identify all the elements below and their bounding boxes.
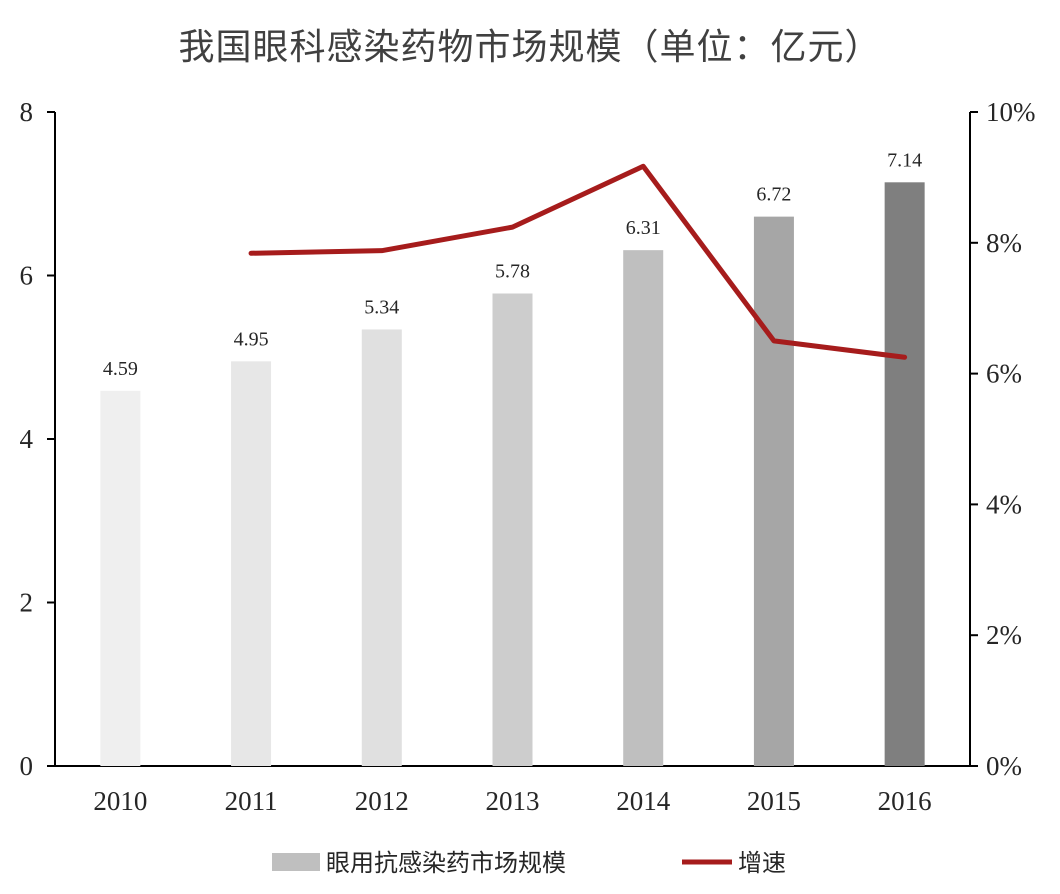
legend-bar-label: 眼用抗感染药市场规模 — [326, 849, 566, 877]
data-labels: 4.59 4.95 5.34 5.78 6.31 6.72 7.14 — [103, 149, 922, 379]
data-label: 4.59 — [103, 358, 138, 380]
growth-line — [248, 163, 908, 360]
chart-title: 我国眼科感染药物市场规模（单位：亿元） — [178, 27, 882, 68]
data-label: 6.72 — [756, 184, 791, 206]
legend-bar-swatch — [272, 853, 320, 871]
bar — [231, 361, 272, 766]
x-tick-label: 2012 — [355, 786, 409, 816]
bar-series — [100, 182, 925, 767]
bar — [100, 390, 141, 766]
left-tick-label: 6 — [20, 261, 34, 291]
x-tick-label: 2014 — [616, 786, 671, 816]
legend: 眼用抗感染药市场规模 增速 — [272, 849, 786, 877]
right-tick-label: 0% — [986, 751, 1022, 781]
bar — [623, 250, 664, 767]
right-tick-label: 10% — [986, 97, 1036, 127]
data-label: 6.31 — [626, 217, 661, 239]
x-tick-label: 2011 — [225, 786, 278, 816]
bar — [884, 182, 925, 766]
bar — [492, 293, 533, 766]
x-axis-ticks: 2010 2011 2012 2013 2014 2015 2016 — [93, 786, 931, 816]
left-tick-label: 0 — [20, 751, 34, 781]
right-tick-label: 2% — [986, 620, 1022, 650]
x-tick-label: 2016 — [878, 786, 932, 816]
bar — [361, 329, 402, 766]
x-tick-label: 2010 — [93, 786, 147, 816]
data-label: 5.34 — [364, 296, 399, 318]
left-tick-label: 4 — [20, 424, 34, 454]
x-tick-label: 2013 — [486, 786, 540, 816]
right-tick-label: 6% — [986, 359, 1022, 389]
line-series — [248, 163, 908, 360]
x-tick-label: 2015 — [747, 786, 801, 816]
data-label: 5.78 — [495, 260, 530, 282]
data-label: 4.95 — [234, 328, 269, 350]
right-tick-label: 8% — [986, 228, 1022, 258]
bar — [753, 216, 794, 766]
data-label: 7.14 — [887, 149, 922, 171]
legend-line-label: 增速 — [738, 849, 786, 877]
left-tick-label: 8 — [20, 97, 34, 127]
right-tick-label: 4% — [986, 489, 1022, 519]
left-tick-label: 2 — [20, 588, 34, 618]
left-axis-ticks: 0 2 4 6 8 — [20, 97, 55, 781]
right-axis-ticks: 0% 2% 4% 6% 8% 10% — [970, 97, 1036, 781]
